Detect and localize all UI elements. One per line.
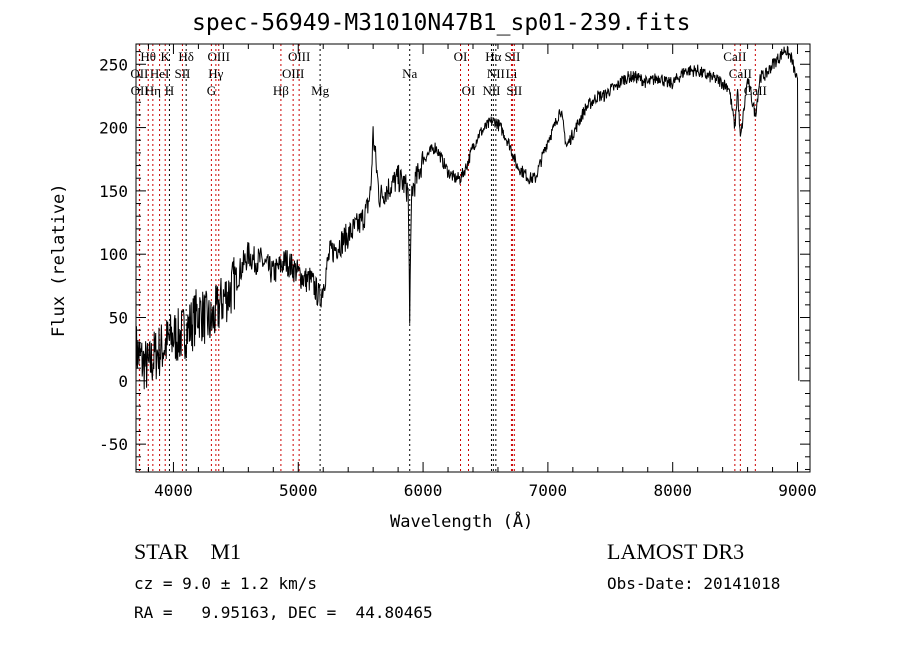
x-tick-label: 8000 bbox=[653, 481, 692, 500]
x-tick-label: 5000 bbox=[279, 481, 318, 500]
spectral-line-label: OIII bbox=[282, 66, 304, 81]
redshift-info: cz = 9.0 ± 1.2 km/s bbox=[134, 574, 318, 593]
spectral-line-label: Hγ bbox=[208, 66, 223, 81]
spectral-line-label: Hθ bbox=[140, 49, 156, 64]
spectral-line-label: CaII bbox=[723, 49, 746, 64]
y-tick-label: 150 bbox=[99, 182, 128, 201]
y-tick-label: 250 bbox=[99, 55, 128, 74]
y-tick-label: 0 bbox=[118, 372, 128, 391]
y-tick-label: 50 bbox=[109, 309, 128, 328]
spectral-line-label: K bbox=[161, 49, 171, 64]
spectral-line-label: Hδ bbox=[178, 49, 194, 64]
spectral-line-label: Li bbox=[506, 66, 518, 81]
y-tick-label: -50 bbox=[99, 435, 128, 454]
coordinates-info: RA = 9.95163, DEC = 44.80465 bbox=[134, 603, 433, 622]
spectral-line-label: Na bbox=[402, 66, 417, 81]
obs-date: Obs-Date: 20141018 bbox=[607, 574, 781, 593]
x-tick-label: 7000 bbox=[529, 481, 568, 500]
object-class: STAR M1 bbox=[134, 539, 242, 564]
spectral-line-label: H bbox=[165, 83, 174, 98]
y-tick-label: 200 bbox=[99, 119, 128, 138]
spectral-line-label: Hβ bbox=[273, 83, 289, 98]
spectral-line-label: CaII bbox=[744, 83, 767, 98]
spectral-line-label: NII bbox=[487, 66, 505, 81]
x-tick-label: 4000 bbox=[154, 481, 193, 500]
spectral-line-label: Hα bbox=[485, 49, 501, 64]
chart-title: spec-56949-M31010N47B1_sp01-239.fits bbox=[192, 10, 691, 36]
spectral-line-label: OI bbox=[462, 83, 476, 98]
plot-frame bbox=[135, 43, 811, 473]
spectral-line-label: OII bbox=[130, 66, 148, 81]
spectrum-line bbox=[135, 45, 800, 390]
spectral-line-label: SII bbox=[506, 83, 522, 98]
survey-label: LAMOST DR3 bbox=[607, 539, 745, 564]
y-tick-label: 100 bbox=[99, 245, 128, 264]
spectral-line-label: OII bbox=[131, 83, 149, 98]
spectral-line-label: NII bbox=[482, 83, 500, 98]
spectral-line-label: OIII bbox=[208, 49, 230, 64]
spectral-line-label: Mg bbox=[311, 83, 330, 98]
x-axis-label: Wavelength (Å) bbox=[390, 512, 534, 532]
spectral-line-label: SII bbox=[174, 66, 190, 81]
x-tick-label: 9000 bbox=[778, 481, 817, 500]
y-axis-label: Flux (relative) bbox=[49, 183, 69, 337]
spectral-line-label: OI bbox=[454, 49, 468, 64]
x-tick-label: 6000 bbox=[404, 481, 443, 500]
spectral-line-label: OIII bbox=[288, 49, 310, 64]
spectral-line-label: Hη bbox=[145, 83, 161, 98]
spectral-line-label: G bbox=[207, 83, 216, 98]
spectral-line-label: HeI bbox=[150, 66, 170, 81]
spectral-line-label: CaII bbox=[729, 66, 752, 81]
spectral-line-label: SII bbox=[504, 49, 520, 64]
